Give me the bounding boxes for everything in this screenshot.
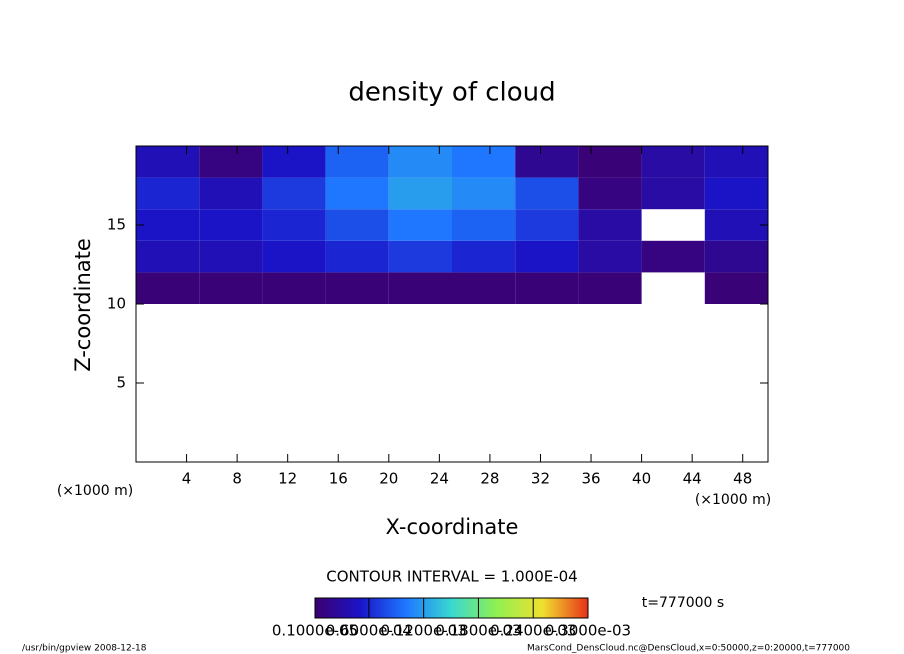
colorbar-label: 0.1800e-03 — [435, 622, 521, 640]
cell — [262, 272, 326, 304]
x-tick-label: 32 — [531, 470, 550, 488]
cell — [199, 240, 263, 273]
cell — [388, 272, 452, 304]
y-axis-label: Z-coordinate — [71, 238, 95, 372]
cell — [199, 146, 263, 178]
cell — [262, 240, 326, 273]
cell — [388, 209, 452, 241]
cell — [578, 177, 642, 210]
cell — [452, 272, 516, 304]
cell — [578, 240, 642, 273]
cell — [704, 177, 768, 210]
x-tick-label: 36 — [581, 470, 600, 488]
cell — [262, 177, 326, 210]
cell — [515, 177, 579, 210]
x-tick-label: 24 — [430, 470, 449, 488]
contour-note: CONTOUR INTERVAL = 1.000E-04 — [326, 568, 577, 586]
footer-left: /usr/bin/gpview 2008-12-18 — [22, 644, 147, 654]
cell — [641, 240, 705, 273]
cell — [704, 209, 768, 241]
cell — [199, 177, 263, 210]
cell — [515, 240, 579, 273]
colorbar-label: 0.2400e-03 — [490, 622, 576, 640]
cell — [515, 272, 579, 304]
cell — [388, 146, 452, 178]
cell — [452, 209, 516, 241]
cell — [325, 209, 389, 241]
cell — [704, 240, 768, 273]
colorbar-label: 0.6000e-04 — [326, 622, 412, 640]
cell — [388, 177, 452, 210]
cell — [199, 272, 263, 304]
colorbar-label: 0.3000e-03 — [545, 622, 631, 640]
cell — [641, 177, 705, 210]
cell — [452, 240, 516, 273]
cell — [578, 146, 642, 178]
x-tick-label: 20 — [379, 470, 398, 488]
cell — [262, 146, 326, 178]
cell — [199, 209, 263, 241]
x-unit: (×1000 m) — [695, 492, 771, 508]
x-tick-label: 4 — [182, 470, 192, 488]
time-note: t=777000 s — [642, 595, 724, 611]
cell — [704, 272, 768, 304]
y-unit: (×1000 m) — [57, 483, 133, 499]
cell — [325, 240, 389, 273]
cell — [578, 272, 642, 304]
cell — [515, 146, 579, 178]
cell — [452, 146, 516, 178]
y-tick-label: 5 — [116, 374, 126, 392]
colorbar-label: 0.1000e-05 — [272, 622, 358, 640]
x-tick-label: 8 — [232, 470, 242, 488]
cell — [704, 146, 768, 178]
cell — [578, 209, 642, 241]
x-tick-label: 16 — [329, 470, 348, 488]
cell — [325, 177, 389, 210]
cell — [641, 146, 705, 178]
y-tick-label: 10 — [107, 295, 126, 313]
x-tick-label: 44 — [683, 470, 702, 488]
cell — [136, 209, 200, 241]
chart-title: density of cloud — [348, 78, 555, 108]
colorbar — [314, 597, 589, 619]
cell — [325, 146, 389, 178]
cell — [452, 177, 516, 210]
cell — [515, 209, 579, 241]
colorbar-label: 0.1200e-03 — [381, 622, 467, 640]
cell — [136, 272, 200, 304]
cell — [325, 272, 389, 304]
x-tick-label: 12 — [278, 470, 297, 488]
y-tick-label: 15 — [107, 216, 126, 234]
cell — [388, 240, 452, 273]
cell — [136, 240, 200, 273]
cell — [136, 146, 200, 178]
x-tick-label: 28 — [480, 470, 499, 488]
cell — [136, 177, 200, 210]
cell — [262, 209, 326, 241]
footer-right: MarsCond_DensCloud.nc@DensCloud,x=0:5000… — [527, 644, 850, 654]
x-tick-label: 40 — [632, 470, 651, 488]
x-tick-label: 48 — [733, 470, 752, 488]
x-axis-label: X-coordinate — [386, 515, 519, 539]
